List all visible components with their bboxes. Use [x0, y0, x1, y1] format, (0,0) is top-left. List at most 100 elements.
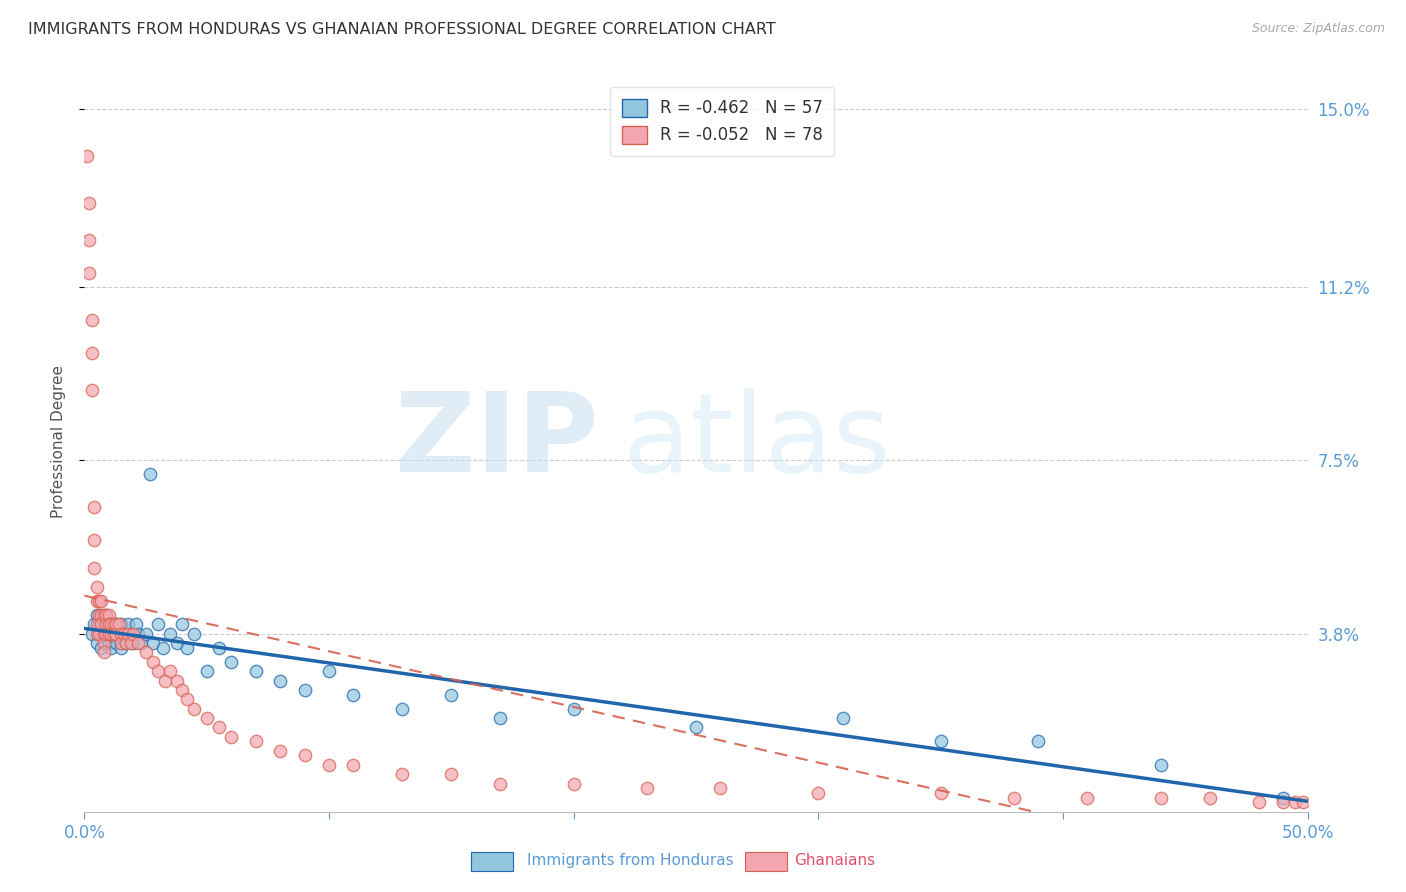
Point: [93, 607, 115, 622]
Point: [440, 688, 463, 702]
Point: [117, 617, 139, 632]
Point: [1198, 790, 1220, 805]
Point: [90, 594, 112, 608]
Point: [294, 748, 316, 763]
Point: [77, 195, 100, 210]
Point: [127, 626, 149, 640]
Point: [105, 636, 128, 650]
Point: [245, 734, 267, 748]
Point: [93, 636, 115, 650]
Point: [117, 626, 139, 640]
Point: [86, 626, 108, 640]
Point: [96, 626, 118, 640]
Point: [183, 626, 205, 640]
Point: [97, 636, 120, 650]
Point: [96, 607, 118, 622]
Point: [97, 626, 120, 640]
Point: [120, 626, 142, 640]
Point: [685, 720, 707, 734]
Point: [245, 664, 267, 678]
Point: [100, 626, 122, 640]
Point: [489, 711, 512, 725]
Point: [105, 617, 128, 632]
Point: [219, 730, 242, 744]
Point: [86, 636, 108, 650]
Point: [93, 645, 115, 659]
Point: [929, 786, 952, 800]
Point: [86, 580, 108, 594]
Point: [153, 673, 176, 688]
Point: [76, 149, 98, 163]
Point: [636, 781, 658, 796]
Point: [135, 626, 157, 640]
Text: Immigrants from Honduras: Immigrants from Honduras: [527, 854, 734, 868]
Point: [83, 533, 105, 547]
Point: [122, 626, 145, 640]
Point: [172, 617, 194, 632]
Point: [112, 626, 135, 640]
Point: [103, 626, 125, 640]
Point: [127, 636, 149, 650]
Text: Source: ZipAtlas.com: Source: ZipAtlas.com: [1251, 22, 1385, 36]
Point: [294, 682, 316, 697]
Point: [807, 786, 830, 800]
Point: [142, 636, 165, 650]
Point: [135, 645, 157, 659]
Text: IMMIGRANTS FROM HONDURAS VS GHANAIAN PROFESSIONAL DEGREE CORRELATION CHART: IMMIGRANTS FROM HONDURAS VS GHANAIAN PRO…: [28, 22, 776, 37]
Point: [97, 617, 120, 632]
Point: [1272, 795, 1295, 809]
Point: [100, 617, 122, 632]
Point: [125, 617, 148, 632]
Point: [142, 655, 165, 669]
Point: [90, 640, 112, 655]
Point: [219, 655, 242, 669]
Point: [152, 640, 174, 655]
Point: [90, 626, 112, 640]
Point: [96, 617, 118, 632]
Point: [90, 617, 112, 632]
Point: [110, 626, 132, 640]
Point: [122, 636, 145, 650]
Text: ZIP: ZIP: [395, 388, 598, 495]
Point: [166, 636, 188, 650]
Point: [208, 720, 231, 734]
Point: [83, 617, 105, 632]
Point: [318, 757, 340, 772]
Point: [77, 233, 100, 247]
Point: [100, 626, 122, 640]
Point: [97, 617, 120, 632]
Point: [80, 312, 103, 326]
Point: [709, 781, 731, 796]
Point: [391, 767, 413, 781]
Point: [269, 744, 291, 758]
Point: [103, 626, 125, 640]
Legend: R = -0.462   N = 57, R = -0.052   N = 78: R = -0.462 N = 57, R = -0.052 N = 78: [610, 87, 834, 156]
Point: [146, 664, 169, 678]
Point: [87, 626, 110, 640]
Point: [86, 607, 108, 622]
Point: [87, 594, 110, 608]
Point: [342, 757, 364, 772]
Point: [176, 640, 198, 655]
Point: [562, 776, 585, 790]
Point: [87, 607, 110, 622]
Point: [1272, 790, 1295, 805]
Point: [105, 617, 128, 632]
Point: [77, 266, 100, 280]
Point: [1150, 757, 1173, 772]
Point: [100, 640, 122, 655]
Point: [80, 626, 103, 640]
Point: [107, 626, 129, 640]
Point: [115, 636, 138, 650]
Point: [1076, 790, 1098, 805]
Point: [318, 664, 340, 678]
Point: [103, 617, 125, 632]
Point: [115, 636, 138, 650]
Point: [489, 776, 512, 790]
Point: [831, 711, 853, 725]
Point: [105, 626, 128, 640]
Point: [195, 664, 218, 678]
Point: [139, 467, 162, 482]
Point: [86, 617, 108, 632]
Point: [83, 561, 105, 575]
